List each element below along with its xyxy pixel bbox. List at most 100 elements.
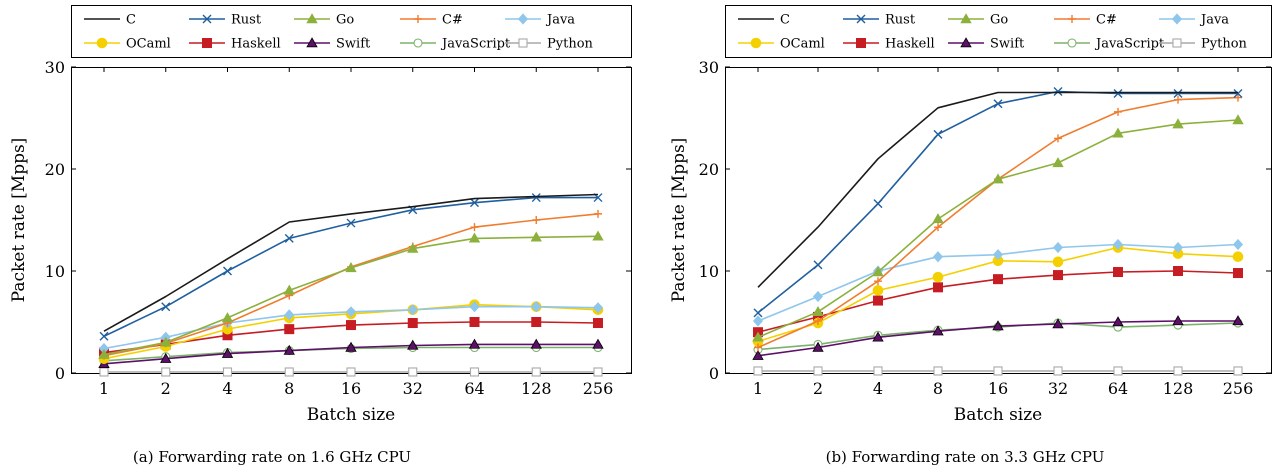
data-point	[593, 367, 603, 377]
y-tick-label: 30	[699, 58, 719, 77]
data-point	[346, 367, 356, 377]
legend-label: Java	[545, 13, 575, 28]
right-legend: C Rust Go C# Java OCaml Haskell Swift JavaScript…	[725, 5, 1272, 58]
data-point	[468, 338, 481, 349]
x-tick-label: 64	[464, 379, 484, 398]
legend-box	[71, 5, 632, 58]
data-point	[812, 305, 824, 316]
series-line	[757, 96, 1239, 349]
legend-marker	[1068, 15, 1076, 23]
legend-label: Haskell	[885, 37, 935, 52]
x-tick-label: 4	[873, 379, 883, 398]
data-point	[812, 341, 824, 352]
x-tick-label: 16	[341, 379, 361, 398]
series-line	[103, 235, 599, 356]
data-point	[283, 344, 295, 355]
data-point	[284, 233, 294, 243]
data-point	[531, 317, 542, 327]
data-point	[407, 339, 419, 350]
legend-marker	[1171, 13, 1183, 25]
legend-label: C#	[442, 13, 463, 28]
data-point	[1052, 157, 1064, 168]
data-point	[593, 318, 603, 329]
data-point	[993, 366, 1003, 376]
legend-marker	[750, 37, 762, 49]
data-point	[1053, 86, 1063, 96]
y-axis-label: Packet rate [Mpps]	[9, 138, 29, 303]
data-point	[992, 320, 1004, 331]
data-point	[469, 317, 480, 327]
data-point	[530, 338, 542, 349]
data-point	[1233, 268, 1243, 279]
legend-item: Rust	[843, 13, 916, 28]
data-point	[874, 277, 882, 286]
data-point	[594, 209, 602, 218]
legend-item: Swift	[948, 37, 1025, 52]
legend-label: JavaScript	[440, 37, 511, 52]
legend-item: Python	[505, 37, 594, 52]
data-point	[98, 348, 110, 359]
data-point	[933, 366, 943, 376]
legend-item: OCaml	[84, 37, 171, 52]
legend-box	[725, 5, 1272, 58]
legend-marker	[96, 37, 108, 49]
figure-caption: (b) Forwarding rate on 3.3 GHz CPU	[826, 448, 1105, 466]
data-point	[160, 352, 172, 363]
series-go	[752, 114, 1244, 342]
left-chart: C Rust Go C# Java OCaml Haskell Swift JavaScript…	[9, 5, 632, 466]
legend-item: Python	[1159, 37, 1248, 52]
y-axis-label: Packet rate [Mpps]	[669, 138, 689, 303]
data-point	[223, 266, 232, 276]
data-point	[1053, 366, 1063, 376]
series-csharp	[100, 209, 602, 360]
data-point	[1234, 93, 1242, 102]
legend-item: JavaScript	[1054, 37, 1165, 52]
series-python	[99, 367, 603, 377]
legend-item: C	[738, 13, 790, 28]
legend-label: C#	[1096, 13, 1117, 28]
legend-label: JavaScript	[1094, 37, 1165, 52]
series-go	[98, 230, 604, 359]
data-point	[1173, 366, 1183, 376]
legend-marker	[960, 37, 972, 48]
x-tick-label: 8	[933, 379, 943, 398]
data-point	[530, 231, 542, 242]
data-point	[1172, 315, 1184, 326]
legend-item: Swift	[294, 37, 371, 52]
x-axis-label: Batch size	[307, 405, 396, 425]
x-tick-label: 8	[284, 379, 294, 398]
data-point	[1053, 270, 1063, 281]
data-point	[753, 308, 763, 318]
legend-marker	[856, 38, 866, 48]
data-point	[872, 331, 884, 342]
legend-item: Haskell	[189, 37, 281, 52]
x-tick-label: 128	[521, 379, 552, 398]
data-point	[284, 324, 295, 335]
legend-item: Haskell	[843, 37, 935, 52]
data-point	[346, 320, 356, 331]
data-point	[1112, 316, 1124, 327]
data-point	[1233, 366, 1243, 376]
legend-marker	[306, 13, 318, 24]
data-point	[872, 266, 884, 277]
right-chart: C Rust Go C# Java OCaml Haskell Swift JavaScript…	[669, 5, 1272, 466]
data-point	[1114, 107, 1122, 116]
data-point	[345, 306, 357, 318]
legend-marker	[856, 14, 866, 24]
data-point	[992, 249, 1004, 261]
data-point	[1173, 89, 1183, 99]
legend-label: Swift	[336, 37, 371, 52]
data-point	[470, 223, 479, 232]
data-point	[1113, 366, 1123, 376]
data-point	[873, 295, 883, 306]
legend-item: C#	[1054, 13, 1117, 28]
data-point	[345, 341, 357, 352]
data-point	[1052, 256, 1064, 268]
data-point	[1172, 241, 1184, 254]
data-point	[221, 312, 234, 323]
data-point	[531, 301, 542, 313]
x-tick-label: 4	[222, 379, 232, 398]
x-tick-label: 1	[99, 379, 109, 398]
legend-label: OCaml	[780, 37, 825, 52]
data-point	[284, 309, 295, 321]
